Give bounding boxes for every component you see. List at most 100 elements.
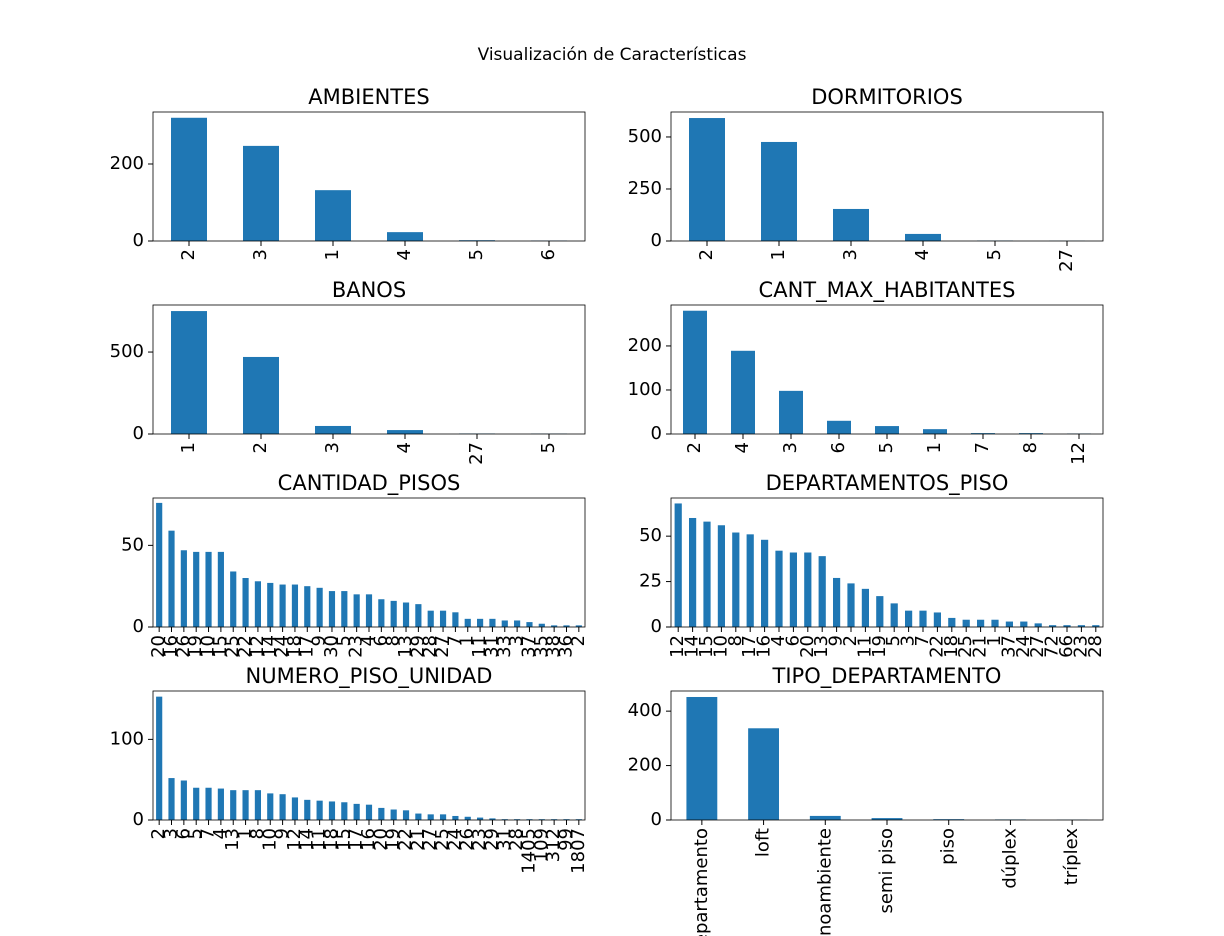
x-tick-label: 6 bbox=[782, 635, 803, 646]
bar bbox=[905, 233, 941, 241]
x-tick-label: 20 bbox=[370, 828, 391, 851]
x-tick-label: 16 bbox=[358, 828, 379, 851]
bar bbox=[551, 819, 558, 820]
x-tick-label: 23 bbox=[1070, 635, 1091, 658]
x-tick-label: 11 bbox=[854, 635, 875, 658]
x-tick-label: 16 bbox=[754, 635, 775, 658]
bar bbox=[890, 603, 898, 627]
x-tick-label: 31 bbox=[494, 828, 515, 851]
bar bbox=[168, 530, 175, 627]
x-tick-label: 109 bbox=[531, 828, 552, 862]
subplot-title: TIPO_DEPARTAMENTO bbox=[772, 664, 1002, 689]
bar bbox=[217, 788, 224, 820]
x-tick-label: 4 bbox=[210, 828, 231, 839]
bar bbox=[254, 790, 261, 820]
bar bbox=[551, 625, 558, 627]
bar bbox=[402, 810, 410, 820]
bar bbox=[439, 610, 447, 627]
bar bbox=[180, 550, 187, 627]
x-tick-label: 15 bbox=[333, 828, 354, 851]
x-tick-label: 22 bbox=[235, 635, 256, 658]
bar bbox=[243, 145, 279, 241]
bar bbox=[809, 815, 841, 820]
y-tick-label: 0 bbox=[651, 616, 662, 637]
x-tick-label: 5 bbox=[185, 828, 206, 839]
y-tick-label: 0 bbox=[651, 809, 662, 830]
bar bbox=[779, 390, 803, 434]
x-tick-label: loft bbox=[753, 828, 774, 857]
x-tick-label: 27 bbox=[420, 828, 441, 851]
x-tick-label: 28 bbox=[506, 828, 527, 851]
y-tick-label: 0 bbox=[133, 423, 144, 444]
subplot-title: AMBIENTES bbox=[308, 85, 430, 109]
x-tick-label: 1 bbox=[322, 249, 343, 260]
bar bbox=[1092, 625, 1100, 627]
bar bbox=[267, 793, 274, 820]
x-tick-label: 4 bbox=[394, 249, 415, 260]
x-tick-label: 6 bbox=[173, 828, 194, 839]
x-tick-label: 3 bbox=[161, 828, 182, 839]
bar bbox=[563, 819, 570, 820]
x-tick-label: 23 bbox=[469, 828, 490, 851]
y-tick-label: 400 bbox=[628, 700, 662, 721]
x-tick-label: 14 bbox=[259, 635, 280, 658]
x-tick-label: 17 bbox=[296, 635, 317, 658]
bar bbox=[761, 539, 769, 627]
bar bbox=[230, 571, 237, 627]
x-tick-label: 35 bbox=[531, 635, 552, 658]
x-tick-label: 12 bbox=[247, 635, 268, 658]
x-tick-label: 9 bbox=[272, 828, 293, 839]
bar bbox=[341, 802, 348, 820]
x-tick-label: 5 bbox=[876, 442, 897, 453]
bar bbox=[514, 819, 521, 820]
x-tick-label: 3 bbox=[898, 635, 919, 646]
bar bbox=[1063, 625, 1071, 627]
x-tick-label: 16 bbox=[161, 635, 182, 658]
y-tick-label: 100 bbox=[110, 728, 144, 749]
axes-frame bbox=[152, 497, 586, 628]
bar bbox=[427, 610, 434, 627]
x-tick-label: 36 bbox=[555, 635, 576, 658]
x-tick-label: 9 bbox=[309, 635, 330, 646]
x-tick-label: 23 bbox=[346, 635, 367, 658]
subplot-title: BANOS bbox=[332, 278, 406, 302]
x-tick-label: 4 bbox=[768, 635, 789, 646]
bar bbox=[1077, 625, 1085, 627]
bar bbox=[674, 503, 682, 627]
x-tick-label: 1 bbox=[984, 635, 1005, 646]
bar bbox=[316, 800, 323, 820]
bar bbox=[962, 619, 970, 627]
y-tick-label: 250 bbox=[628, 178, 662, 199]
axes-frame bbox=[670, 111, 1104, 242]
bar bbox=[731, 350, 755, 434]
x-tick-label: 7 bbox=[912, 635, 933, 646]
bar bbox=[328, 801, 336, 820]
x-tick-label: 8 bbox=[247, 828, 268, 839]
y-tick-label: 100 bbox=[628, 379, 662, 400]
bar bbox=[402, 602, 410, 627]
bar bbox=[180, 780, 187, 820]
bar bbox=[489, 618, 496, 627]
x-tick-label: 27 bbox=[1056, 249, 1077, 272]
subplot-title: CANT_MAX_HABITANTES bbox=[759, 278, 1016, 303]
bar bbox=[818, 556, 826, 627]
x-tick-label: 24 bbox=[272, 635, 293, 658]
x-tick-label: 25 bbox=[432, 828, 453, 851]
x-tick-label: 8 bbox=[725, 635, 746, 646]
x-tick-label: 12 bbox=[1068, 442, 1089, 465]
bar bbox=[387, 232, 423, 241]
x-tick-label: 5 bbox=[466, 249, 487, 260]
bar bbox=[563, 625, 570, 627]
x-tick-label: 99 bbox=[555, 828, 576, 851]
bar bbox=[804, 552, 812, 627]
bar bbox=[464, 816, 471, 820]
x-tick-label: 27 bbox=[1027, 635, 1048, 658]
bar bbox=[168, 778, 175, 820]
y-tick-label: 0 bbox=[133, 616, 144, 637]
bar bbox=[501, 819, 508, 820]
subplot-title: DORMITORIOS bbox=[811, 85, 963, 109]
x-tick-label: 2 bbox=[178, 249, 199, 260]
bar bbox=[452, 612, 459, 627]
bar bbox=[316, 587, 323, 627]
